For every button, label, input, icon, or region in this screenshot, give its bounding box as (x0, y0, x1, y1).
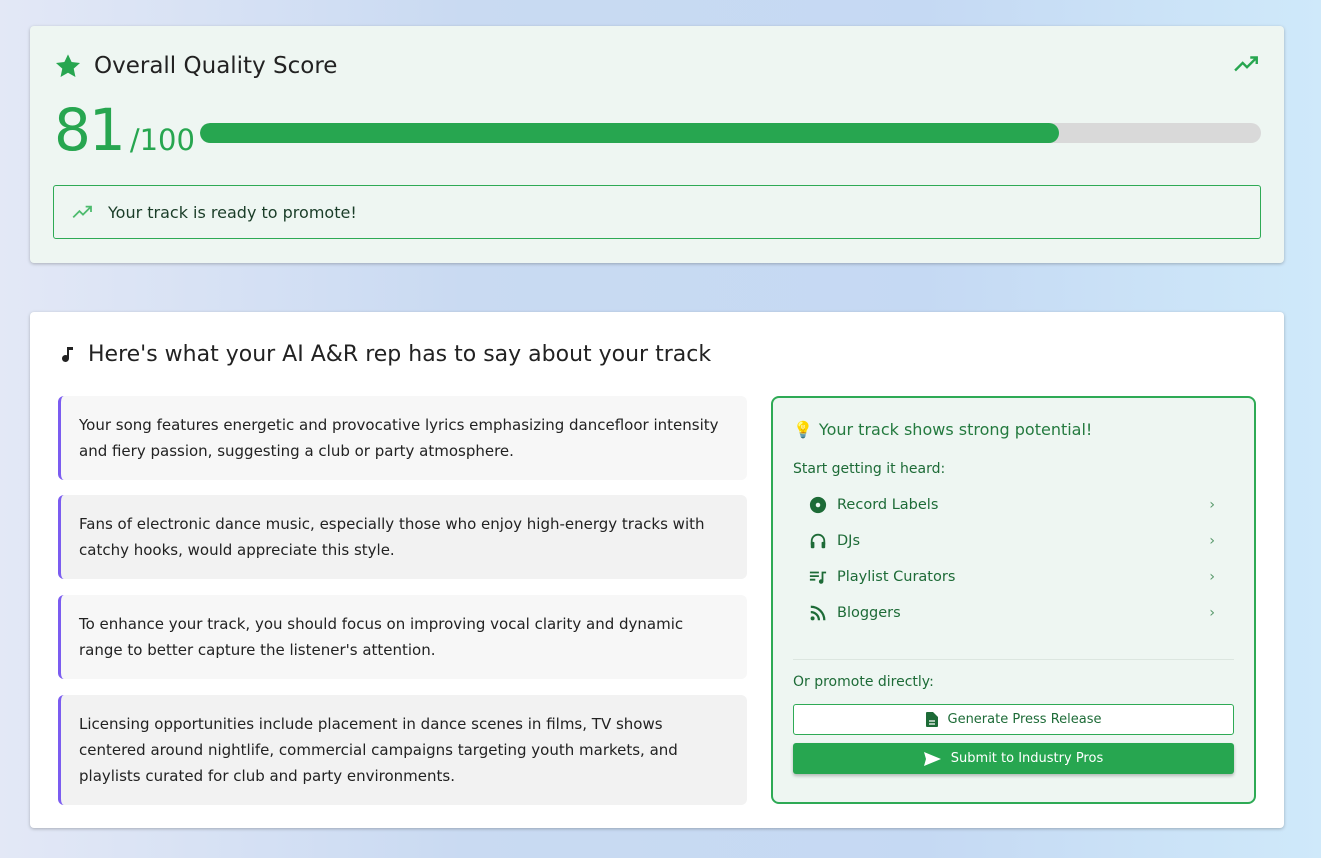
status-banner: Your track is ready to promote! (53, 185, 1261, 239)
option-djs[interactable]: DJs › (809, 526, 1215, 556)
score-progress-fill (200, 123, 1060, 143)
document-icon (925, 712, 938, 727)
option-bloggers[interactable]: Bloggers › (809, 598, 1215, 628)
score-card-title: Overall Quality Score (94, 53, 338, 79)
heard-label: Start getting it heard: (793, 461, 946, 477)
lightbulb-icon: 💡 (793, 420, 813, 439)
direct-label: Or promote directly: (793, 674, 934, 690)
generate-press-release-button[interactable]: Generate Press Release (793, 704, 1234, 735)
chevron-right-icon: › (1209, 569, 1215, 585)
status-message: Your track is ready to promote! (108, 202, 357, 222)
option-label: DJs (837, 533, 860, 549)
score-max: /100 (129, 123, 195, 157)
send-icon (923, 751, 941, 766)
score-number: 81 (54, 96, 126, 164)
feedback-header: Here's what your AI A&R rep has to say a… (60, 342, 711, 367)
music-note-icon (62, 346, 73, 362)
divider (793, 659, 1234, 660)
promotion-title-text: Your track shows strong potential! (818, 420, 1093, 439)
trending-up-icon (1234, 56, 1258, 72)
playlist-icon (809, 571, 827, 584)
chevron-right-icon: › (1209, 497, 1215, 513)
quality-score-card: Overall Quality Score 81 /100 Your track… (30, 26, 1284, 263)
button-label: Submit to Industry Pros (950, 751, 1104, 766)
option-playlist-curators[interactable]: Playlist Curators › (809, 562, 1215, 592)
chevron-right-icon: › (1209, 605, 1215, 621)
chevron-right-icon: › (1209, 533, 1215, 549)
option-label: Record Labels (837, 497, 939, 513)
feedback-card: Here's what your AI A&R rep has to say a… (30, 312, 1284, 828)
feedback-title: Here's what your AI A&R rep has to say a… (88, 342, 712, 367)
promotion-panel: 💡 Your track shows strong potential! Sta… (771, 396, 1256, 804)
trending-up-icon (72, 205, 92, 218)
headphones-icon (810, 533, 826, 549)
feedback-item: Licensing opportunities include placemen… (58, 695, 747, 805)
star-icon (55, 54, 81, 77)
rss-icon (810, 605, 826, 621)
score-value: 81 /100 (54, 96, 195, 164)
submit-to-industry-pros-button[interactable]: Submit to Industry Pros (793, 743, 1234, 774)
album-icon (809, 496, 827, 514)
feedback-item: Fans of electronic dance music, especial… (58, 495, 747, 579)
option-label: Bloggers (837, 605, 901, 621)
score-card-header: Overall Quality Score (54, 52, 337, 80)
option-label: Playlist Curators (837, 569, 956, 585)
promotion-title: 💡 Your track shows strong potential! (793, 420, 1092, 439)
button-label: Generate Press Release (947, 712, 1102, 727)
feedback-item: To enhance your track, you should focus … (58, 595, 747, 679)
score-progress-bar (200, 123, 1261, 143)
option-record-labels[interactable]: Record Labels › (809, 490, 1215, 520)
feedback-item: Your song features energetic and provoca… (58, 396, 747, 480)
